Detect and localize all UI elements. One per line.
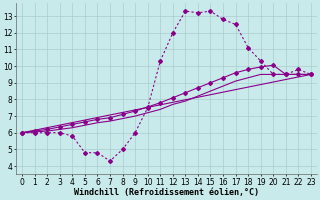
X-axis label: Windchill (Refroidissement éolien,°C): Windchill (Refroidissement éolien,°C) — [74, 188, 259, 197]
